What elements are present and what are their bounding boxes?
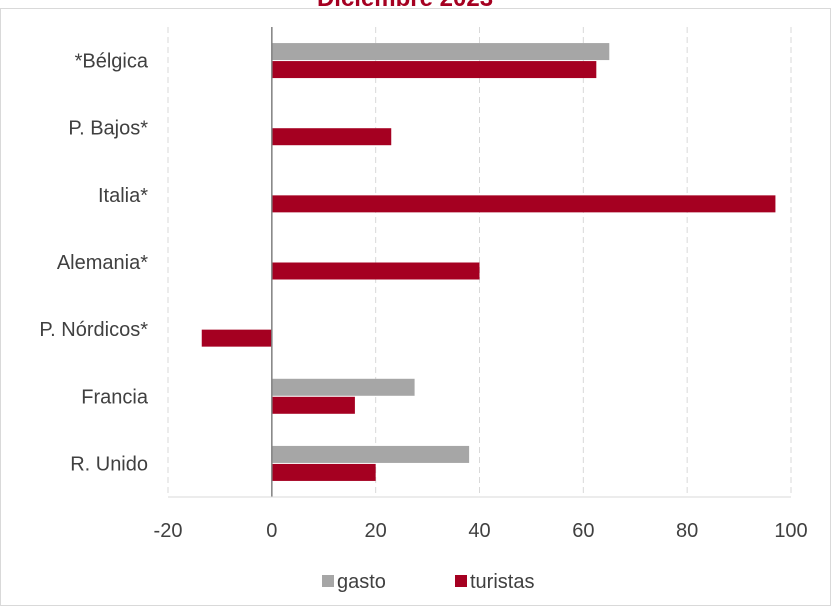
category-label: R. Unido xyxy=(70,453,148,475)
bar-turistas xyxy=(271,262,480,280)
bar-gasto xyxy=(271,378,415,396)
category-label: P. Bajos* xyxy=(68,118,148,140)
x-tick-label: 100 xyxy=(774,520,807,542)
grid-layer xyxy=(167,27,792,497)
category-label: P. Nórdicos* xyxy=(39,319,148,341)
bar-turistas xyxy=(271,463,376,481)
bar-turistas xyxy=(271,61,597,79)
x-tick-label: 40 xyxy=(468,520,490,542)
legend-label-turistas: turistas xyxy=(470,571,534,593)
bar-turistas xyxy=(271,396,355,414)
bar-gasto xyxy=(271,43,610,61)
chart-border xyxy=(0,8,831,606)
bar-turistas xyxy=(271,195,776,213)
legend-swatch-gasto xyxy=(322,575,334,587)
legend: gasto turistas xyxy=(322,571,534,593)
x-tick-label: -20 xyxy=(154,520,183,542)
axis-layer xyxy=(168,27,791,498)
category-label: Italia* xyxy=(98,185,148,207)
bar-turistas xyxy=(201,329,272,347)
x-tick-label: 0 xyxy=(266,520,277,542)
x-tick-label: 80 xyxy=(676,520,698,542)
bar-layer xyxy=(201,43,776,481)
bar-gasto xyxy=(271,445,470,463)
chart-title: Diciembre 2023 xyxy=(317,0,493,12)
category-label: *Bélgica xyxy=(75,51,149,73)
bar-turistas xyxy=(271,128,392,146)
category-label: Francia xyxy=(81,386,149,408)
x-tick-label: 60 xyxy=(572,520,594,542)
x-tick-label: 20 xyxy=(365,520,387,542)
legend-label-gasto: gasto xyxy=(337,571,386,593)
category-label: Alemania* xyxy=(57,252,148,274)
legend-swatch-turistas xyxy=(455,575,467,587)
label-layer: -20 0 20 40 60 80 100 *Bélgica P. Bajos* Italia* A… xyxy=(39,51,807,542)
